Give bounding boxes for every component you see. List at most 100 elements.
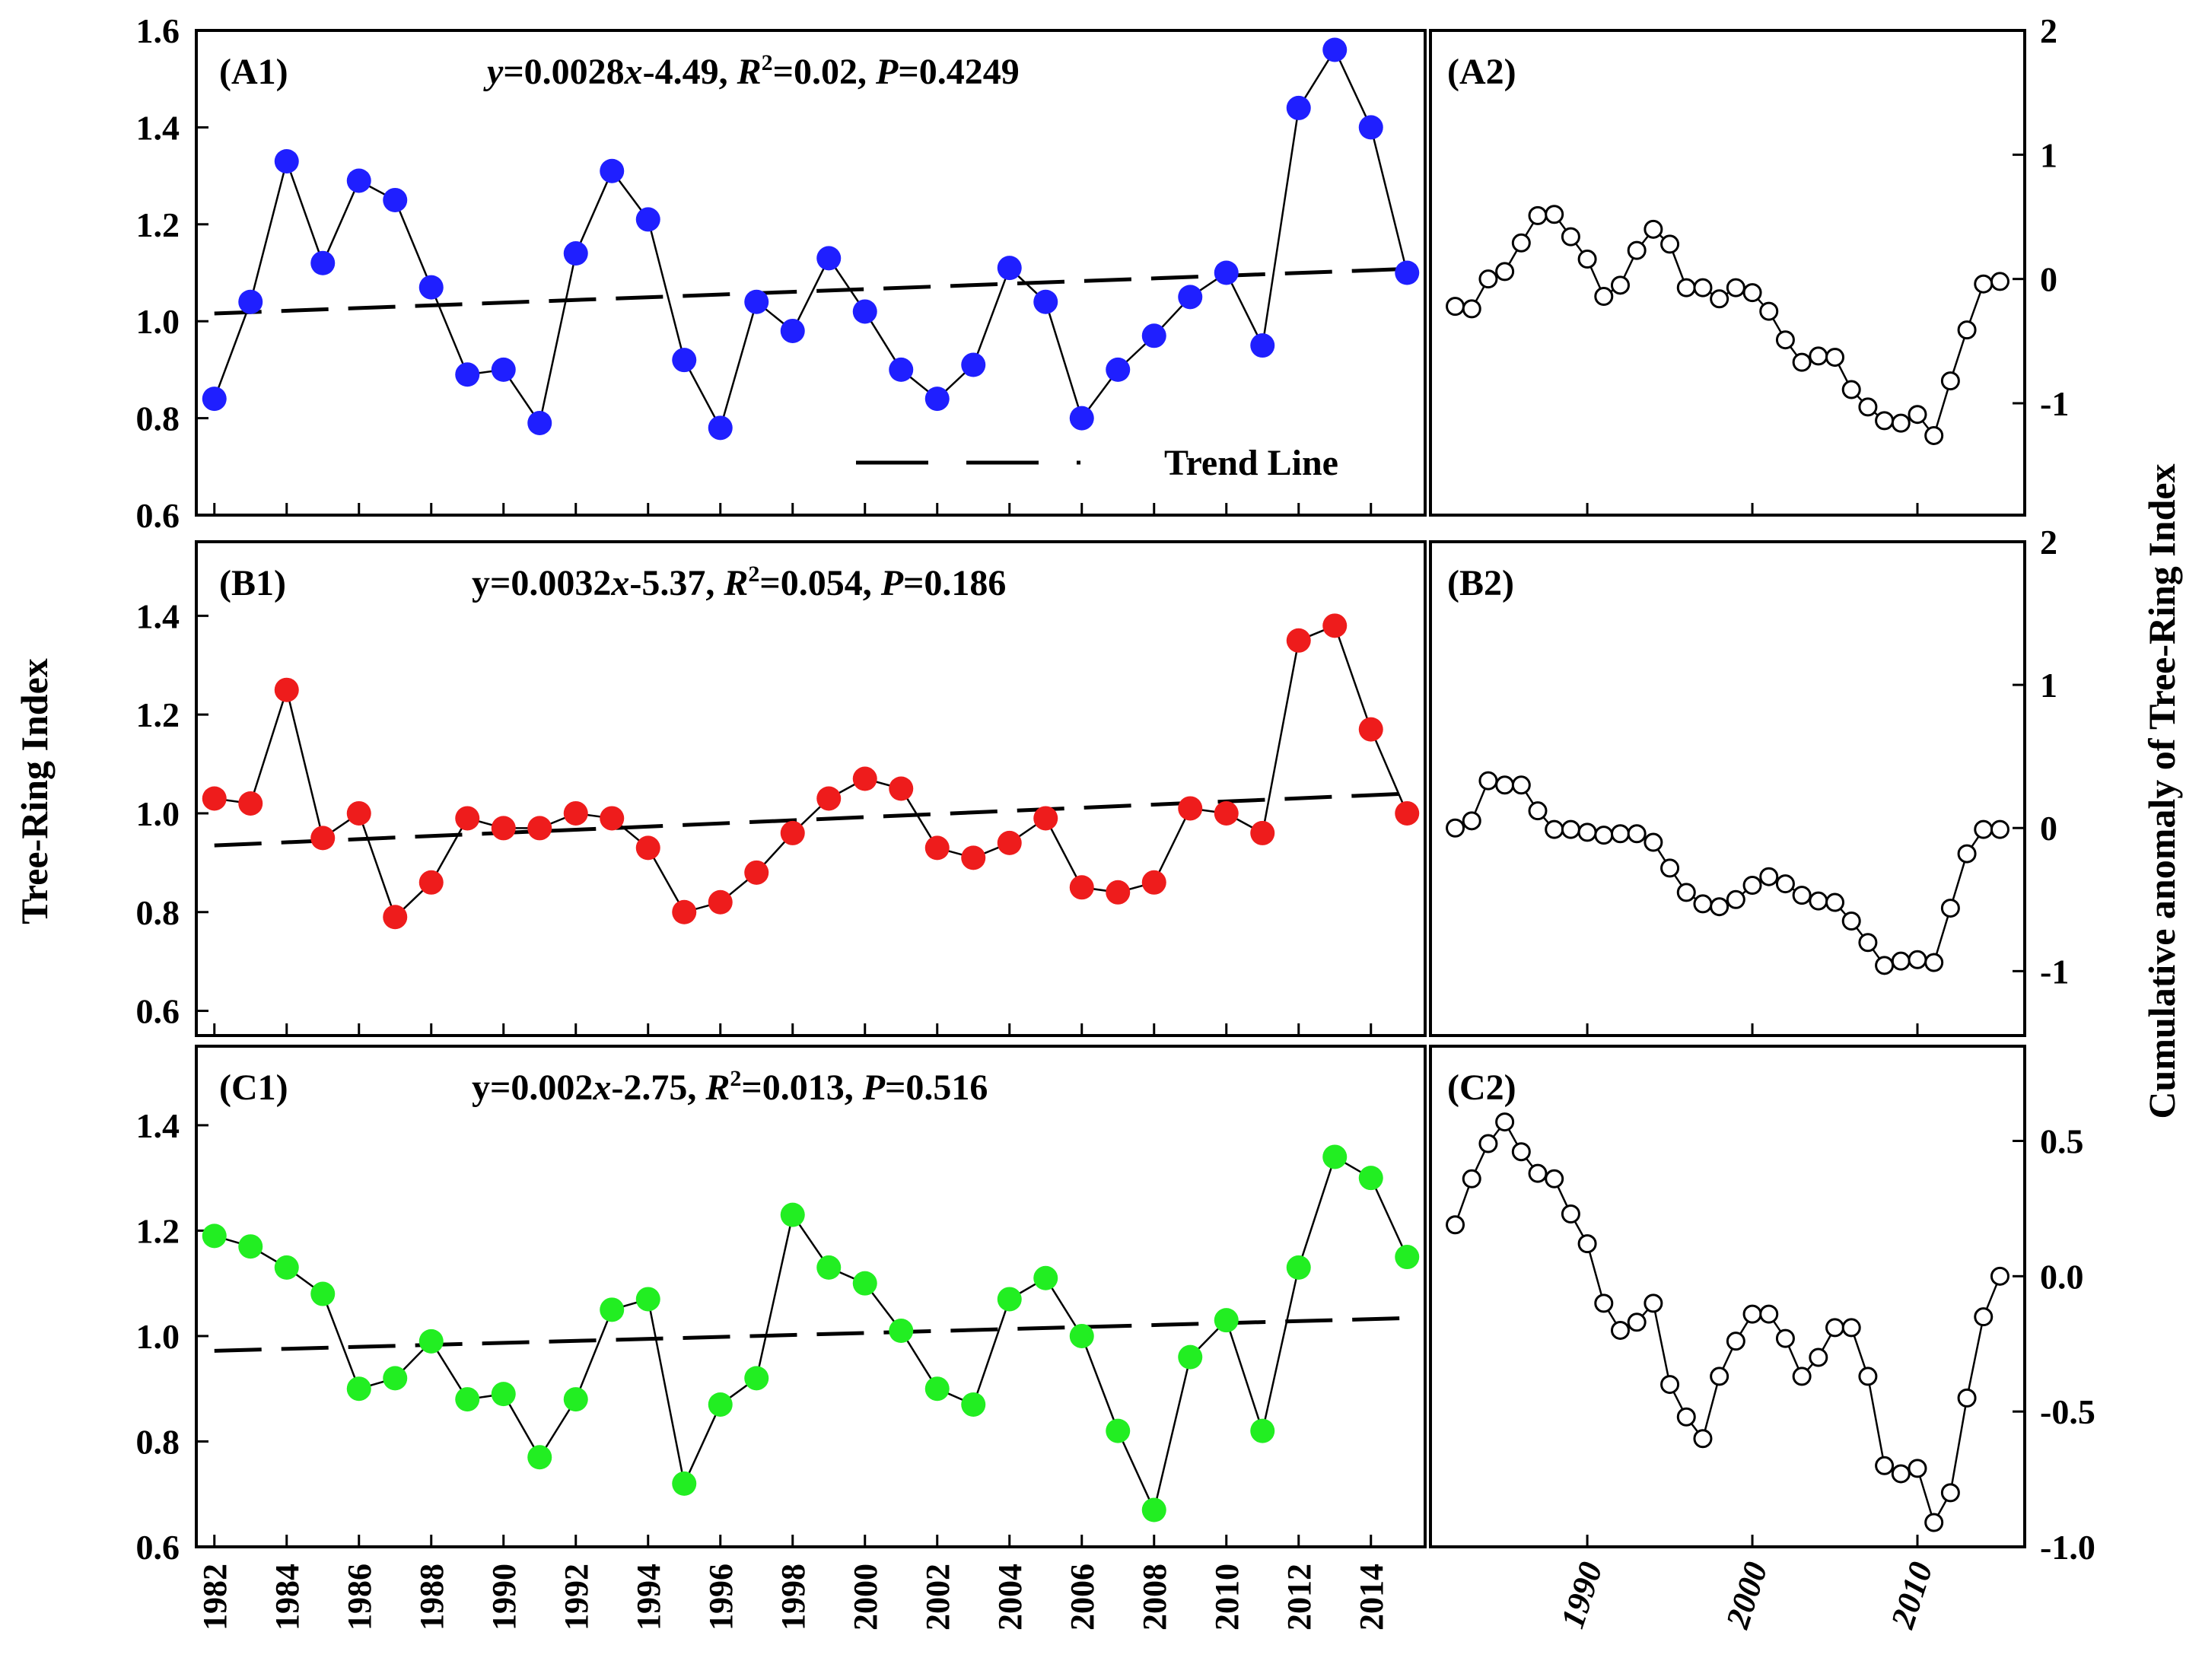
x-tick-label: 1986 (341, 1564, 378, 1631)
data-point (1141, 870, 1166, 895)
y-tick-label: 0 (2040, 260, 2057, 299)
data-point (1644, 1293, 1663, 1313)
y-tick-label: 1.6 (136, 11, 180, 50)
data-point (202, 387, 227, 412)
data-point (852, 1271, 877, 1296)
data-point (997, 830, 1022, 855)
data-point (1495, 262, 1515, 282)
data-point (1841, 1318, 1861, 1338)
data-point (1660, 858, 1680, 878)
data-point (1875, 411, 1895, 431)
y-tick-label: 0 (2040, 809, 2057, 848)
data-point (708, 889, 733, 915)
data-point (1495, 775, 1515, 795)
y-tick-label: 1.2 (136, 695, 180, 734)
data-point (1561, 227, 1580, 247)
legend-label: Trend Line (1164, 443, 1338, 483)
data-point (744, 289, 769, 314)
data-point (274, 677, 299, 702)
series-line (1455, 213, 2000, 438)
data-point (1726, 889, 1745, 909)
data-point (672, 348, 697, 373)
data-point (1322, 613, 1348, 638)
data-point (1825, 892, 1845, 912)
data-point (1627, 824, 1647, 844)
x-axis-labels-right: 1990 2000 2010 (1554, 1558, 1940, 1634)
y-tick-label: 1.2 (136, 1211, 180, 1250)
data-point (1891, 951, 1911, 971)
data-point (1742, 283, 1762, 303)
data-point (1106, 1418, 1131, 1443)
data-point (1561, 1204, 1580, 1224)
data-point (1693, 278, 1713, 298)
data-point (274, 1255, 299, 1280)
data-point (1178, 1344, 1203, 1370)
data-point (527, 410, 552, 435)
y-axis-title-right: Cumulative anomaly of Tree-Ring Index (2140, 463, 2183, 1118)
data-point (1644, 219, 1663, 239)
data-point (889, 776, 914, 801)
data-point (889, 357, 914, 382)
data-point (708, 415, 733, 441)
data-point (346, 168, 371, 193)
data-point (1594, 1293, 1614, 1313)
x-tick-label: 2000 (1718, 1558, 1774, 1634)
data-point (1178, 796, 1203, 821)
data-point (1141, 323, 1166, 348)
data-point (1775, 1328, 1795, 1348)
x-tick-label: 1996 (702, 1564, 740, 1631)
data-point (563, 241, 588, 266)
data-point (1891, 413, 1911, 433)
data-point (1495, 1112, 1515, 1132)
data-point (600, 158, 625, 183)
y-axis-title-left: Tree-Ring Index (13, 658, 56, 924)
data-point (455, 362, 480, 387)
x-tick-label: 2014 (1353, 1564, 1390, 1631)
data-point (1178, 285, 1203, 310)
data-point (708, 1392, 733, 1417)
data-point (852, 299, 877, 324)
data-point (1775, 330, 1795, 350)
x-tick-label: 1990 (485, 1564, 523, 1631)
y-tick-label: -0.5 (2040, 1392, 2095, 1431)
data-point (1710, 289, 1729, 309)
data-point (961, 1392, 986, 1417)
data-point (418, 275, 444, 300)
data-point (744, 1366, 769, 1391)
data-point (889, 1319, 914, 1344)
data-point (1446, 1215, 1465, 1235)
regression-equation: y=0.002x-2.75, R2=0.013, P=0.516 (472, 1066, 988, 1108)
y-tick-label: -1.0 (2040, 1528, 2095, 1567)
data-point (635, 207, 660, 232)
data-point (1990, 819, 2009, 839)
data-point (1286, 628, 1311, 653)
x-tick-label: 2008 (1136, 1564, 1173, 1631)
regression-equation: y=0.0032x-5.37, R2=0.054, P=0.186 (472, 562, 1006, 603)
x-tick-label: 2010 (1208, 1564, 1246, 1631)
data-point (1908, 1459, 1927, 1478)
data-point (1875, 956, 1895, 975)
data-point (816, 246, 842, 271)
data-point (852, 766, 877, 791)
data-point (672, 1471, 697, 1496)
data-point (1033, 806, 1058, 831)
data-point (383, 905, 408, 930)
data-point (1545, 1169, 1564, 1188)
data-point (1974, 274, 1994, 294)
panel-b2: -1 0 1 2 (B2) (1429, 523, 2069, 1037)
data-point (1924, 1513, 1944, 1532)
data-point (1891, 1464, 1911, 1484)
data-point (1214, 1308, 1239, 1333)
data-point (1809, 1348, 1828, 1367)
data-point (1809, 891, 1828, 911)
y-tick-label: 1.2 (136, 205, 180, 244)
y-tick-label: 0.0 (2040, 1257, 2084, 1296)
data-point (1908, 950, 1927, 969)
panel-frame (1429, 29, 2026, 517)
data-point (1446, 818, 1465, 838)
data-point (1545, 819, 1564, 839)
data-point (1726, 1332, 1745, 1351)
y-tick-label: 1.4 (136, 597, 180, 635)
data-point (1561, 819, 1580, 839)
x-axis-labels-left: 1982 1984 1986 1988 1990 1992 1994 1996 1998 2000… (196, 1564, 1390, 1631)
